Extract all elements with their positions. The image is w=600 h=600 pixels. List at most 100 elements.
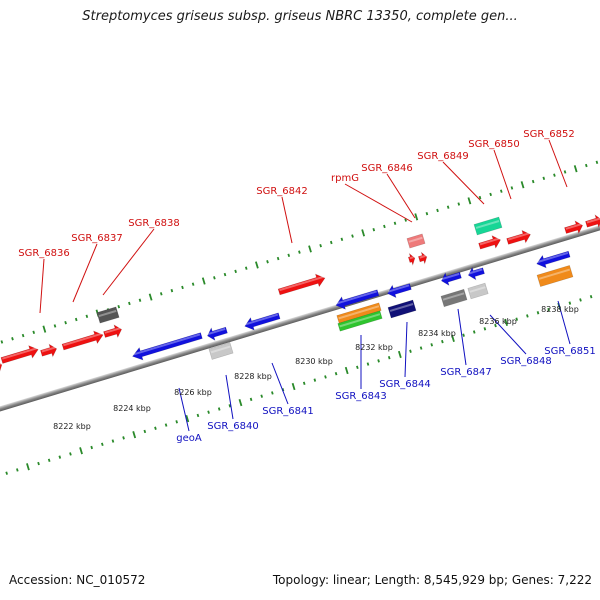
gene-label-forward[interactable]: SGR_6850 bbox=[468, 139, 520, 150]
gene-feature[interactable] bbox=[103, 323, 124, 341]
gene-feature[interactable] bbox=[440, 269, 463, 287]
ruler-tick bbox=[170, 288, 174, 293]
gene-feature[interactable] bbox=[0, 343, 40, 366]
gene-feature[interactable] bbox=[277, 272, 327, 298]
ruler-tick bbox=[377, 359, 380, 363]
label-leader-line bbox=[225, 374, 234, 420]
ruler-tick bbox=[436, 208, 439, 213]
ruler-tick bbox=[26, 463, 30, 471]
ruler-tick bbox=[196, 413, 200, 418]
label-leader-line bbox=[386, 173, 416, 219]
gene-highlight bbox=[475, 220, 500, 229]
gene-feature[interactable] bbox=[478, 234, 503, 253]
gene-label-forward[interactable]: SGR_6849 bbox=[417, 151, 469, 162]
gene-label-reverse[interactable]: SGR_6851 bbox=[544, 346, 596, 357]
gene-feature[interactable] bbox=[243, 310, 281, 333]
ruler-tick bbox=[249, 397, 253, 402]
gene-highlight bbox=[279, 275, 324, 292]
gene-feature[interactable] bbox=[467, 282, 489, 300]
ruler-tick bbox=[324, 375, 327, 379]
ruler-tick bbox=[409, 349, 412, 353]
label-leader-line bbox=[404, 321, 408, 378]
gene-feature[interactable] bbox=[406, 233, 426, 249]
gene-feature[interactable] bbox=[336, 302, 382, 324]
gene-highlight bbox=[409, 256, 414, 260]
gene-feature[interactable] bbox=[131, 329, 204, 362]
ruler-tick bbox=[138, 298, 142, 302]
ruler-tick bbox=[425, 211, 429, 216]
gene-highlight bbox=[387, 284, 410, 293]
gene-feature[interactable] bbox=[440, 288, 468, 308]
ruler-tick bbox=[334, 372, 338, 376]
gene-feature[interactable] bbox=[206, 324, 229, 342]
ruler-tick bbox=[467, 197, 472, 205]
ruler-tick bbox=[64, 321, 67, 325]
ruler-tick bbox=[393, 221, 397, 225]
ruler-tick bbox=[302, 381, 306, 386]
gene-feature[interactable] bbox=[506, 228, 533, 247]
ruler-tick bbox=[143, 429, 147, 434]
ruler-tick bbox=[175, 420, 178, 424]
gene-label-forward[interactable]: SGR_6852 bbox=[523, 129, 575, 140]
gene-label-forward[interactable]: SGR_6837 bbox=[71, 233, 123, 244]
gene-feature[interactable] bbox=[535, 248, 571, 270]
ruler-tick bbox=[271, 391, 274, 395]
ruler-tick bbox=[0, 340, 4, 344]
gene-feature[interactable] bbox=[407, 252, 416, 267]
label-leader-line bbox=[489, 314, 527, 355]
gene-feature[interactable] bbox=[417, 251, 428, 265]
ruler-tick bbox=[387, 355, 391, 360]
ruler-tick bbox=[181, 285, 184, 290]
label-leader-line bbox=[457, 308, 467, 366]
ruler-tick bbox=[291, 382, 296, 391]
ruler-tick bbox=[536, 311, 540, 315]
gene-feature[interactable] bbox=[39, 342, 58, 359]
gene-feature[interactable] bbox=[334, 286, 380, 311]
gene-highlight bbox=[538, 268, 571, 280]
ruler-tick bbox=[547, 307, 550, 312]
gene-feature[interactable] bbox=[208, 342, 234, 360]
gene-feature[interactable] bbox=[387, 299, 417, 319]
ruler-tick bbox=[313, 378, 317, 382]
gene-label-forward[interactable]: rpmG bbox=[331, 173, 359, 184]
gene-feature[interactable] bbox=[386, 280, 413, 299]
ruler-tick bbox=[185, 415, 190, 423]
gene-label-reverse[interactable]: SGR_6841 bbox=[262, 406, 314, 417]
gene-feature[interactable] bbox=[0, 359, 4, 373]
gene-label-forward[interactable]: SGR_6846 bbox=[361, 163, 413, 174]
gene-feature[interactable] bbox=[584, 213, 600, 230]
ruler-tick bbox=[287, 253, 291, 258]
gene-feature[interactable] bbox=[564, 219, 585, 237]
ruler-tick bbox=[223, 272, 227, 277]
gene-feature[interactable] bbox=[96, 306, 120, 324]
ruler-tick bbox=[238, 398, 243, 407]
gene-label-reverse[interactable]: SGR_6848 bbox=[500, 356, 552, 367]
gene-highlight bbox=[565, 223, 582, 230]
gene-feature[interactable] bbox=[337, 310, 383, 332]
gene-feature[interactable] bbox=[466, 264, 485, 281]
ruler-tick bbox=[344, 366, 349, 375]
gene-feature[interactable] bbox=[61, 329, 105, 354]
ruler-tick bbox=[504, 318, 508, 326]
ruler-tick bbox=[483, 327, 487, 331]
gene-highlight bbox=[389, 303, 414, 312]
gene-label-forward[interactable]: SGR_6836 bbox=[18, 248, 70, 259]
gene-label-reverse[interactable]: SGR_6847 bbox=[440, 367, 492, 378]
gene-feature[interactable] bbox=[473, 216, 503, 236]
ruler-tick bbox=[260, 394, 264, 398]
ruler-tick bbox=[154, 426, 157, 430]
ruler-tick bbox=[515, 317, 519, 321]
gene-highlight bbox=[338, 305, 380, 320]
gene-label-reverse[interactable]: SGR_6844 bbox=[379, 379, 431, 390]
gene-label-reverse[interactable]: geoA bbox=[176, 433, 202, 444]
gene-feature[interactable] bbox=[536, 264, 574, 288]
ruler-tick bbox=[159, 292, 163, 296]
kbp-label: 8232 kbp bbox=[355, 343, 393, 352]
gene-label-forward[interactable]: SGR_6842 bbox=[256, 186, 308, 197]
ruler-tick bbox=[430, 343, 434, 347]
gene-label-reverse[interactable]: SGR_6843 bbox=[335, 391, 387, 402]
gene-label-reverse[interactable]: SGR_6840 bbox=[207, 421, 259, 432]
ruler-tick bbox=[32, 330, 36, 335]
gene-label-forward[interactable]: SGR_6838 bbox=[128, 218, 180, 229]
